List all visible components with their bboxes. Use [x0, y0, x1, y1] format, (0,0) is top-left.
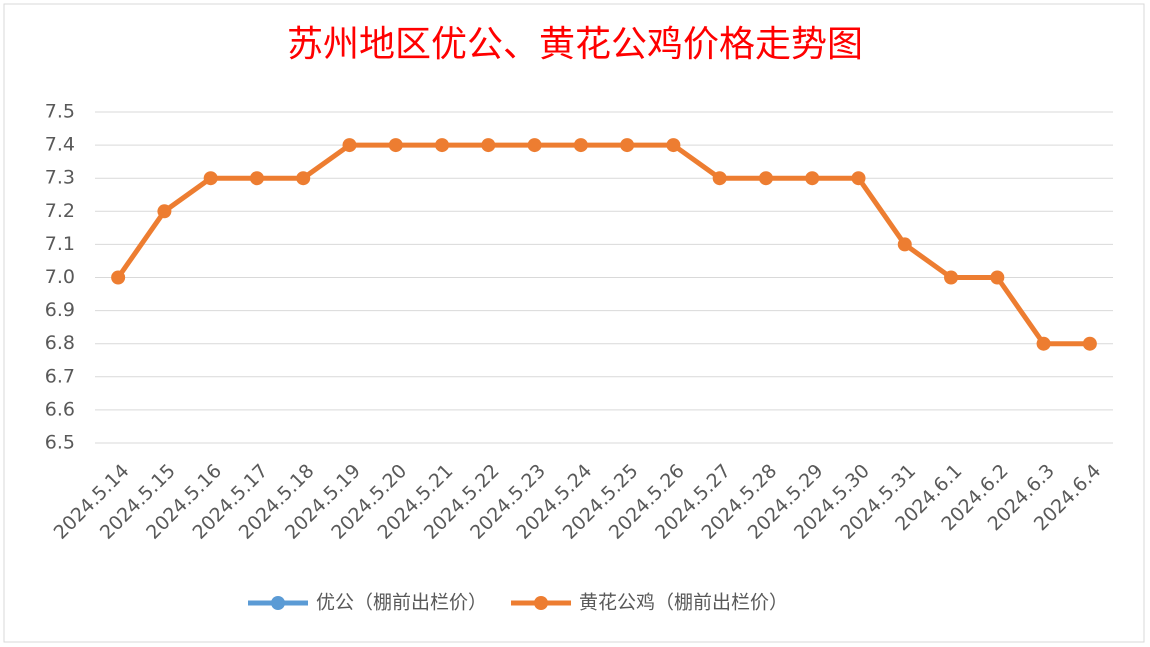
data-point — [296, 171, 311, 186]
y-tick-label: 7.0 — [45, 266, 75, 288]
y-tick-label: 6.7 — [45, 365, 75, 387]
legend-label: 黄花公鸡（棚前出栏价） — [579, 592, 788, 614]
data-point — [851, 171, 866, 186]
data-point — [666, 138, 681, 153]
y-tick-label: 6.6 — [45, 398, 75, 420]
data-point — [805, 171, 820, 186]
y-tick-label: 7.2 — [45, 200, 75, 222]
data-point — [1036, 336, 1051, 351]
y-tick-label: 7.1 — [45, 233, 75, 255]
data-point — [1082, 336, 1097, 351]
data-point — [388, 138, 403, 153]
data-point — [758, 171, 773, 186]
y-tick-label: 7.5 — [45, 101, 75, 123]
chart-title: 苏州地区优公、黄花公鸡价格走势图 — [287, 24, 863, 65]
data-point — [249, 171, 264, 186]
series-line — [116, 142, 1090, 347]
data-point — [573, 138, 588, 153]
legend-marker — [271, 596, 285, 610]
chart-area — [3, 3, 1145, 643]
data-point — [712, 171, 727, 186]
data-point — [897, 237, 912, 252]
legend-label: 优公（棚前出栏价） — [316, 592, 487, 614]
data-point — [111, 270, 126, 285]
legend-marker — [534, 596, 549, 610]
data-point — [435, 138, 450, 153]
data-point — [481, 138, 496, 153]
data-point — [203, 171, 218, 186]
y-tick-label: 6.5 — [45, 432, 75, 454]
data-point — [990, 270, 1005, 285]
y-tick-label: 6.9 — [45, 299, 75, 321]
data-point — [157, 204, 172, 219]
data-point — [620, 138, 635, 153]
data-point — [527, 138, 542, 153]
y-tick-label: 6.8 — [45, 332, 75, 354]
y-tick-label: 7.3 — [45, 167, 75, 189]
data-point — [944, 270, 959, 285]
y-tick-label: 7.4 — [45, 134, 75, 156]
data-point — [342, 138, 357, 153]
